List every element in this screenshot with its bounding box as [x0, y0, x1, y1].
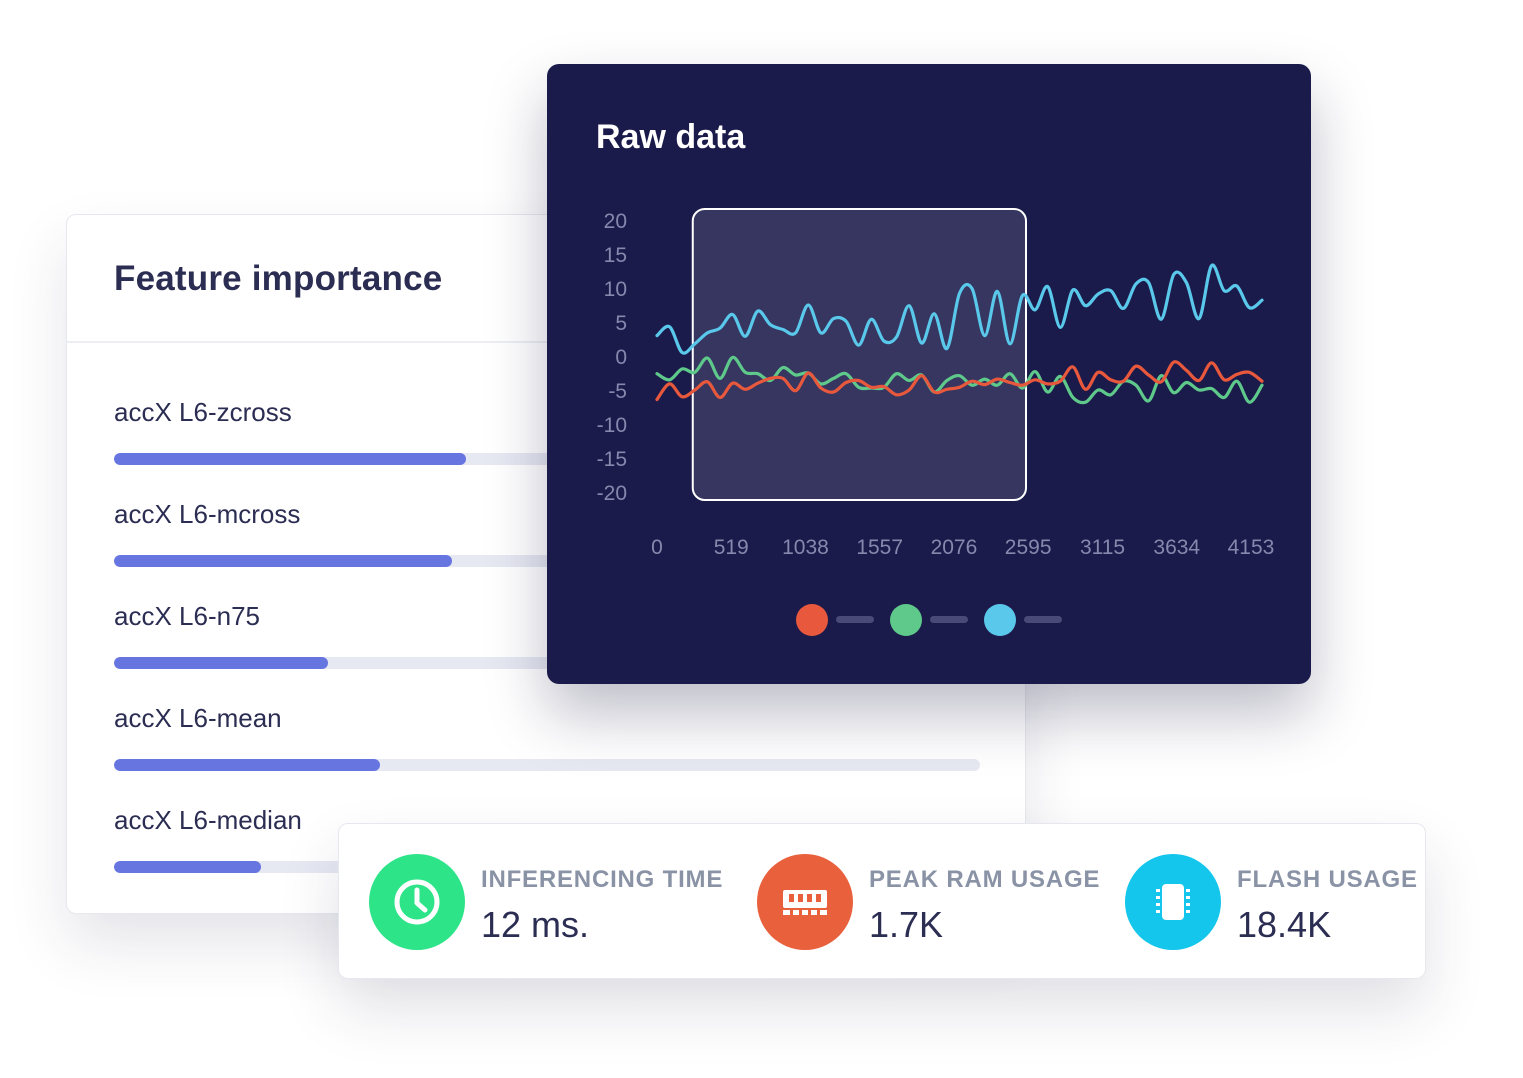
- feature-label: accX L6-zcross: [114, 397, 292, 427]
- x-tick-label: 519: [714, 536, 749, 559]
- legend-line: [836, 616, 874, 623]
- stat-label: PEAK RAM USAGE: [869, 866, 1101, 893]
- stat-value: 18.4K: [1237, 904, 1332, 945]
- feature-bar-track: [114, 759, 980, 771]
- feature-label: accX L6-mcross: [114, 499, 301, 529]
- x-tick-label: 4153: [1228, 536, 1275, 559]
- series-line: [655, 263, 1264, 355]
- stat-label: FLASH USAGE: [1237, 866, 1418, 893]
- feature-bar-fill: [114, 657, 328, 669]
- y-tick-label: 20: [604, 210, 627, 233]
- legend-line: [930, 616, 968, 623]
- selection-window[interactable]: [691, 208, 1028, 501]
- feature-label: accX L6-mean: [114, 703, 282, 733]
- x-tick-label: 2595: [1005, 536, 1052, 559]
- legend-line: [1024, 616, 1062, 623]
- raw-data-chart: 20 15 10 5 0 -5 -10 -15 -20 0 519 1038 1557 2076 2595…: [597, 208, 1275, 636]
- series-line: [655, 355, 1264, 405]
- feature-bar-fill: [114, 861, 262, 873]
- y-tick-label: -20: [597, 482, 627, 505]
- feature-bar-fill: [114, 555, 452, 567]
- y-tick-label: 10: [604, 278, 627, 301]
- y-tick-label: -10: [597, 414, 627, 437]
- feature-bar-fill: [114, 453, 467, 465]
- x-tick-label: 2076: [931, 536, 978, 559]
- x-tick-label: 3634: [1153, 536, 1200, 559]
- stat-value: 12 ms.: [481, 904, 590, 945]
- x-tick-label: 1038: [782, 536, 829, 559]
- y-tick-label: 15: [604, 244, 627, 267]
- legend-dot[interactable]: [890, 604, 922, 636]
- clock-icon: [369, 854, 465, 950]
- y-tick-label: 5: [615, 312, 627, 335]
- y-tick-label: 0: [615, 346, 627, 369]
- legend-dot[interactable]: [984, 604, 1016, 636]
- y-tick-label: -15: [597, 448, 627, 471]
- raw-data-card: Raw data 20 15 10 5 0 -5 -10 -15 -20 0 519 1038 155…: [547, 64, 1311, 684]
- feature-bar-fill: [114, 759, 380, 771]
- stat-label: INFERENCING TIME: [481, 866, 724, 893]
- feature-label: accX L6-median: [114, 805, 302, 835]
- x-tick-label: 3115: [1080, 536, 1125, 559]
- feature-importance-title: Feature importance: [114, 259, 443, 298]
- x-tick-label: 1557: [856, 536, 903, 559]
- chip-icon: [1125, 854, 1221, 950]
- feature-item: accX L6-mean: [114, 703, 980, 783]
- stats-bar: INFERENCING TIME 12 ms. PEAK RAM USAGE 1…: [338, 823, 1426, 979]
- divider: [67, 341, 1025, 343]
- y-tick-label: -5: [608, 380, 627, 403]
- series-line: [655, 360, 1264, 402]
- stat-value: 1.7K: [869, 904, 944, 945]
- x-tick-label: 0: [651, 536, 663, 559]
- ram-icon: [757, 854, 853, 950]
- feature-label: accX L6-n75: [114, 601, 260, 631]
- raw-data-title: Raw data: [596, 118, 746, 156]
- legend-dot[interactable]: [796, 604, 828, 636]
